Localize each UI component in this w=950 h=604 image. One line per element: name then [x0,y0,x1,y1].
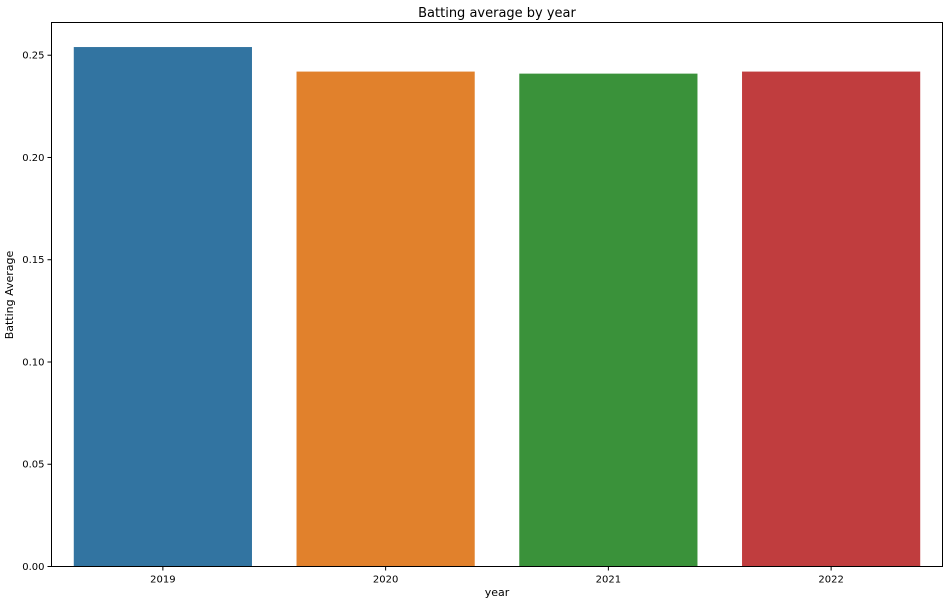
chart-title: Batting average by year [418,6,576,21]
x-tick-label: 2020 [373,575,398,586]
y-tick-label: 0.20 [22,153,44,164]
y-tick-label: 0.05 [22,460,44,471]
x-axis-ticks: 2019 2020 2021 2022 [150,566,844,586]
bar-2021 [519,73,698,567]
bar-2019 [73,47,252,567]
x-tick-label: 2019 [150,575,175,586]
y-axis-ticks: 0.00 0.05 0.10 0.15 0.20 0.25 [22,51,52,573]
y-tick-label: 0.00 [22,562,44,573]
bar-2020 [296,71,475,567]
y-axis-label: Batting Average [3,250,16,339]
y-tick-label: 0.10 [22,357,44,368]
x-tick-label: 2022 [818,575,843,586]
bars-group [73,47,921,567]
x-axis-label: year [485,586,510,599]
y-tick-label: 0.25 [22,51,44,62]
y-tick-label: 0.15 [22,255,44,266]
bar-2022 [742,71,921,567]
plot-frame [51,22,943,567]
x-tick-label: 2021 [596,575,621,586]
